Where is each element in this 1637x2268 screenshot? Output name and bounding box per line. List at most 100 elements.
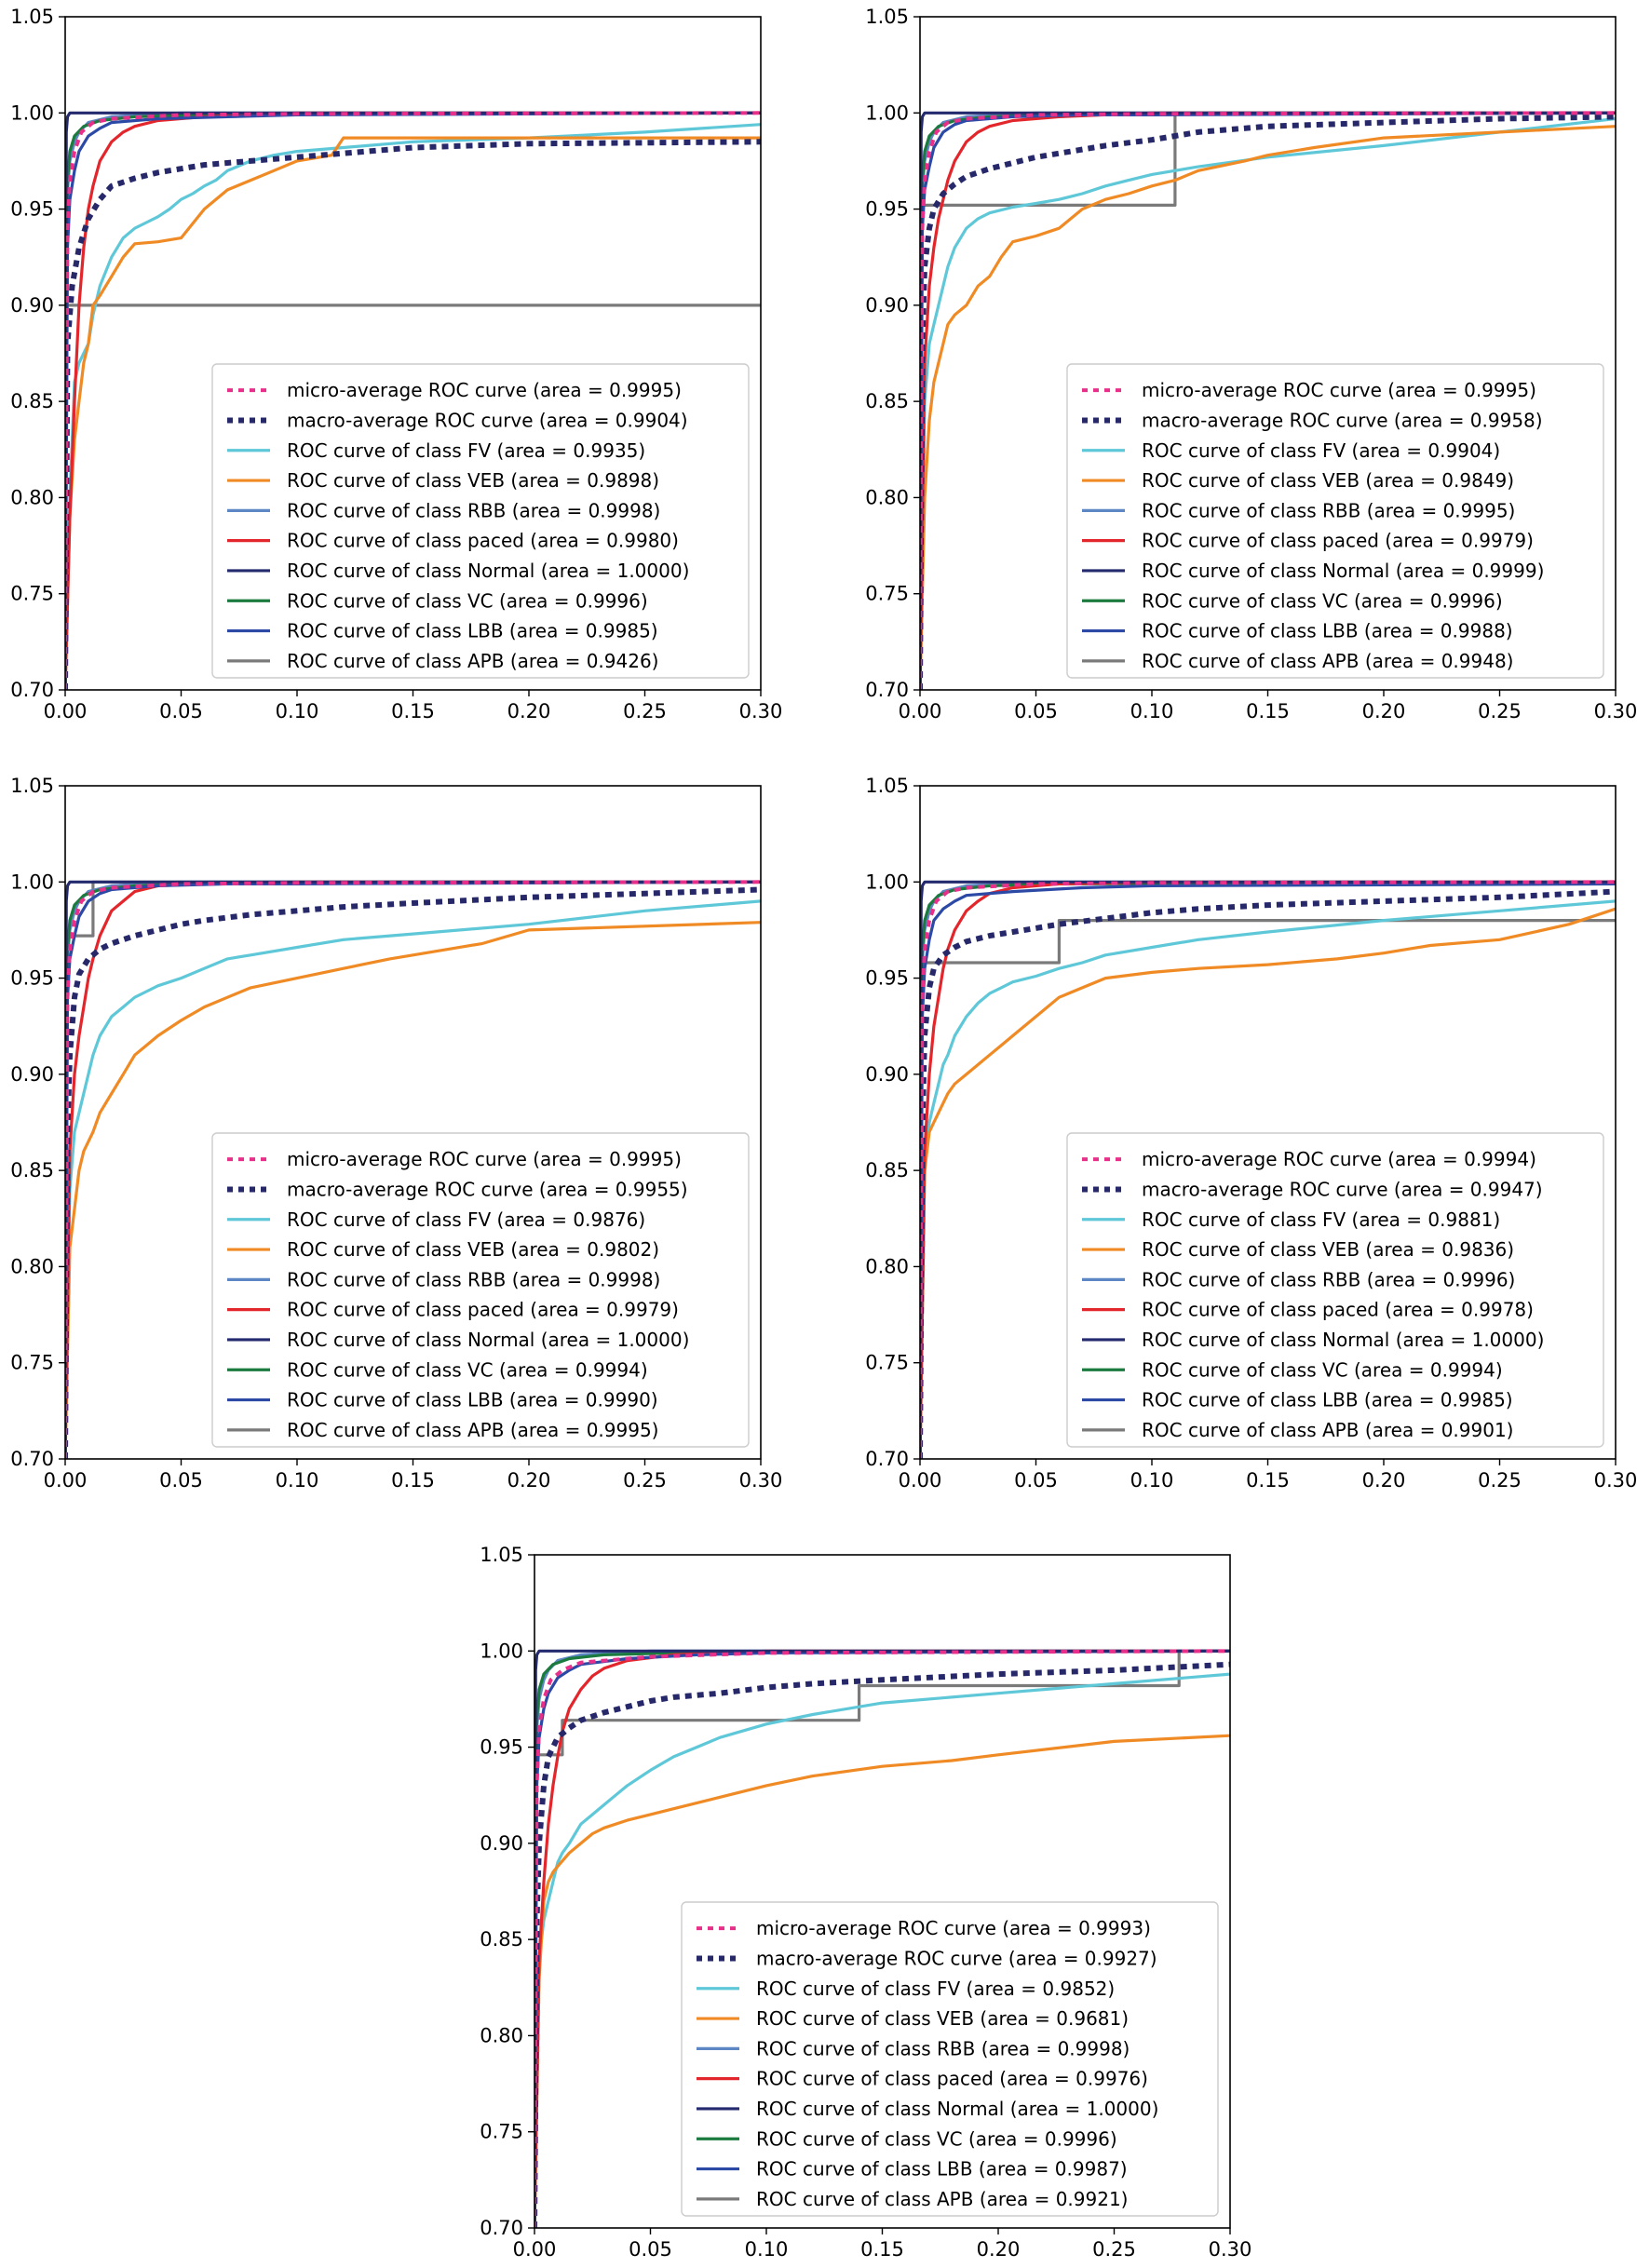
roc-curve-fv: [65, 899, 761, 1459]
y-tick-label: 0.85: [480, 1928, 523, 1951]
roc-curve-lbb: [65, 111, 761, 690]
x-tick-label: 0.30: [1594, 700, 1637, 722]
legend-label-rbb: ROC curve of class RBB (area = 0.9998): [756, 2037, 1130, 2059]
legend-box: [1066, 363, 1604, 679]
y-tick-label: 0.85: [10, 1159, 54, 1181]
y-tick-label: 0.95: [10, 967, 54, 990]
y-tick-label: 1.05: [480, 1544, 523, 1566]
legend-label-fv: ROC curve of class FV (area = 0.9935): [287, 439, 645, 462]
legend: micro-average ROC curve (area = 0.9995) m…: [211, 1132, 750, 1448]
legend-label-veb: ROC curve of class VEB (area = 0.9849): [1142, 469, 1514, 492]
x-tick-label: 0.20: [507, 1469, 551, 1492]
legend-label-apb: ROC curve of class APB (area = 0.9995): [287, 1419, 658, 1441]
curves: [65, 880, 761, 1459]
legend-label-paced: ROC curve of class paced (area = 0.9979): [287, 1299, 679, 1321]
legend-label-apb: ROC curve of class APB (area = 0.9901): [1142, 1419, 1513, 1441]
legend-label-lbb: ROC curve of class LBB (area = 0.9990): [287, 1389, 658, 1411]
x-tick-label: 0.25: [1478, 700, 1522, 722]
y-tick-label: 0.75: [865, 1352, 909, 1374]
legend-label-lbb: ROC curve of class LBB (area = 0.9987): [756, 2158, 1128, 2180]
roc-curve-fv: [534, 1672, 1230, 2228]
legend-box: [681, 1901, 1219, 2217]
roc-curve-apb: [920, 918, 1616, 1459]
y-tick-label: 0.90: [865, 294, 909, 317]
legend-label-macro: macro-average ROC curve (area = 0.9958): [1142, 409, 1543, 431]
x-tick-label: 0.20: [1362, 700, 1406, 722]
roc-curve-macro: [65, 886, 761, 1459]
y-tick-label: 1.05: [865, 775, 909, 797]
roc-curve-veb: [920, 907, 1616, 1459]
x-tick-label: 0.00: [44, 700, 88, 722]
x-tick-label: 0.00: [899, 1469, 942, 1492]
roc-curve-vc: [534, 1649, 1230, 2228]
y-tick-label: 0.90: [480, 1832, 523, 1855]
roc-chart-2: 0.00 0.05 0.10 0.15 0.20 0.25 0.30 0.70 0.75 0.80…: [865, 6, 1637, 722]
y-tick-label: 1.00: [865, 101, 909, 124]
legend-label-micro: micro-average ROC curve (area = 0.9993): [756, 1917, 1151, 1939]
roc-curve-micro: [920, 111, 1616, 690]
y-tick-label: 0.95: [865, 967, 909, 990]
legend: micro-average ROC curve (area = 0.9993) m…: [681, 1901, 1219, 2217]
legend-label-lbb: ROC curve of class LBB (area = 0.9985): [1142, 1389, 1513, 1411]
legend-label-normal: ROC curve of class Normal (area = 1.0000…: [287, 1329, 689, 1351]
x-tick-label: 0.10: [276, 1469, 319, 1492]
y-tick-label: 0.75: [10, 1352, 54, 1374]
y-tick-label: 0.90: [865, 1063, 909, 1086]
roc-curve-micro: [534, 1649, 1230, 2228]
legend-label-paced: ROC curve of class paced (area = 0.9978): [1142, 1299, 1534, 1321]
roc-curve-fv: [920, 116, 1616, 690]
roc-chart-4: 0.00 0.05 0.10 0.15 0.20 0.25 0.30 0.70 0.75 0.80…: [865, 775, 1637, 1492]
roc-curve-macro: [65, 139, 761, 690]
roc-chart-5: 0.00 0.05 0.10 0.15 0.20 0.25 0.30 0.70 0.75 0.80…: [480, 1544, 1251, 2261]
roc-curve-veb: [920, 125, 1616, 690]
legend-label-fv: ROC curve of class FV (area = 0.9852): [756, 1978, 1115, 2000]
roc-curve-apb: [65, 304, 761, 690]
roc-curve-fv: [920, 899, 1616, 1459]
x-tick-label: 0.15: [860, 2238, 904, 2261]
x-tick-label: 0.30: [1209, 2238, 1252, 2261]
legend: micro-average ROC curve (area = 0.9995) m…: [211, 363, 750, 679]
y-tick-label: 0.85: [865, 390, 909, 412]
legend-label-veb: ROC curve of class VEB (area = 0.9836): [1142, 1238, 1514, 1261]
x-tick-label: 0.25: [623, 1469, 667, 1492]
x-tick-label: 0.15: [391, 1469, 435, 1492]
y-tick-label: 0.70: [865, 679, 909, 701]
y-tick-label: 1.00: [865, 871, 909, 893]
y-tick-label: 0.90: [10, 1063, 54, 1086]
y-tick-label: 0.75: [480, 2121, 523, 2143]
legend-label-paced: ROC curve of class paced (area = 0.9980): [287, 530, 679, 552]
y-tick-label: 0.80: [10, 486, 54, 508]
y-tick-label: 1.05: [10, 6, 54, 28]
roc-curve-veb: [534, 1734, 1230, 2228]
legend-label-vc: ROC curve of class VC (area = 0.9994): [287, 1358, 648, 1381]
y-tick-label: 0.85: [865, 1159, 909, 1181]
x-tick-label: 0.30: [739, 1469, 783, 1492]
roc-curve-lbb: [534, 1649, 1230, 2228]
roc-curve-micro: [65, 880, 761, 1459]
legend-label-fv: ROC curve of class FV (area = 0.9881): [1142, 1208, 1500, 1231]
legend-label-macro: macro-average ROC curve (area = 0.9947): [1142, 1178, 1543, 1200]
x-tick-label: 0.20: [1362, 1469, 1406, 1492]
legend-label-rbb: ROC curve of class RBB (area = 0.9998): [287, 499, 660, 521]
y-tick-label: 1.00: [10, 871, 54, 893]
x-tick-label: 0.15: [391, 700, 435, 722]
x-tick-label: 0.00: [513, 2238, 557, 2261]
roc-curve-lbb: [920, 111, 1616, 690]
y-tick-label: 1.00: [480, 1640, 523, 1662]
roc-curve-macro: [920, 888, 1616, 1459]
legend-label-vc: ROC curve of class VC (area = 0.9994): [1142, 1358, 1503, 1381]
roc-curve-lbb: [65, 880, 761, 1459]
x-tick-label: 0.15: [1246, 700, 1290, 722]
y-tick-label: 0.80: [865, 1255, 909, 1277]
legend-label-paced: ROC curve of class paced (area = 0.9976): [756, 2068, 1148, 2090]
x-tick-label: 0.00: [44, 1469, 88, 1492]
legend-label-paced: ROC curve of class paced (area = 0.9979): [1142, 530, 1534, 552]
y-tick-label: 1.05: [865, 6, 909, 28]
legend-label-normal: ROC curve of class Normal (area = 1.0000…: [1142, 1329, 1544, 1351]
y-tick-label: 0.95: [865, 198, 909, 221]
x-tick-label: 0.05: [159, 700, 203, 722]
legend-label-lbb: ROC curve of class LBB (area = 0.9985): [287, 620, 658, 642]
roc-curve-micro: [920, 880, 1616, 1459]
y-tick-label: 0.70: [10, 679, 54, 701]
